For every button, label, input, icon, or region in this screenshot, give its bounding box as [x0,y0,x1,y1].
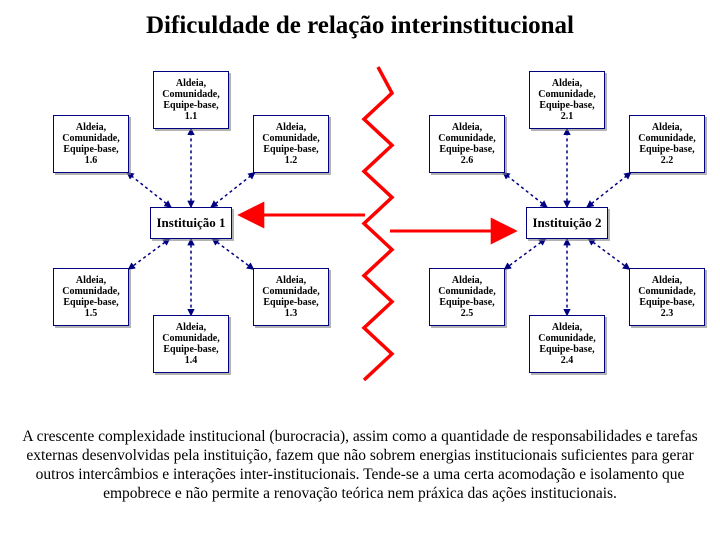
peripheral-node: Aldeia,Comunidade,Equipe-base,1.4 [153,315,229,373]
peripheral-node: Aldeia,Comunidade,Equipe-base,2.2 [629,115,705,173]
peripheral-node: Aldeia,Comunidade,Equipe-base,2.4 [529,315,605,373]
peripheral-node: Aldeia,Comunidade,Equipe-base,1.1 [153,71,229,129]
peripheral-node: Aldeia,Comunidade,Equipe-base,1.5 [53,268,129,326]
institution-node: Instituição 1 [150,207,232,239]
diagram-stage: Aldeia,Comunidade,Equipe-base,1.1 Aldeia,… [0,55,720,425]
peripheral-node: Aldeia,Comunidade,Equipe-base,1.2 [253,115,329,173]
explanatory-paragraph: A crescente complexidade institucional (… [16,428,704,504]
peripheral-node: Aldeia,Comunidade,Equipe-base,2.5 [429,268,505,326]
institution-node: Instituição 2 [526,207,608,239]
peripheral-node: Aldeia,Comunidade,Equipe-base,1.6 [53,115,129,173]
peripheral-node: Aldeia,Comunidade,Equipe-base,2.3 [629,268,705,326]
peripheral-node: Aldeia,Comunidade,Equipe-base,2.6 [429,115,505,173]
diagram-svg [0,55,720,425]
peripheral-node: Aldeia,Comunidade,Equipe-base,1.3 [253,268,329,326]
peripheral-node: Aldeia,Comunidade,Equipe-base,2.1 [529,71,605,129]
page-title: Dificuldade de relação interinstituciona… [0,12,720,40]
